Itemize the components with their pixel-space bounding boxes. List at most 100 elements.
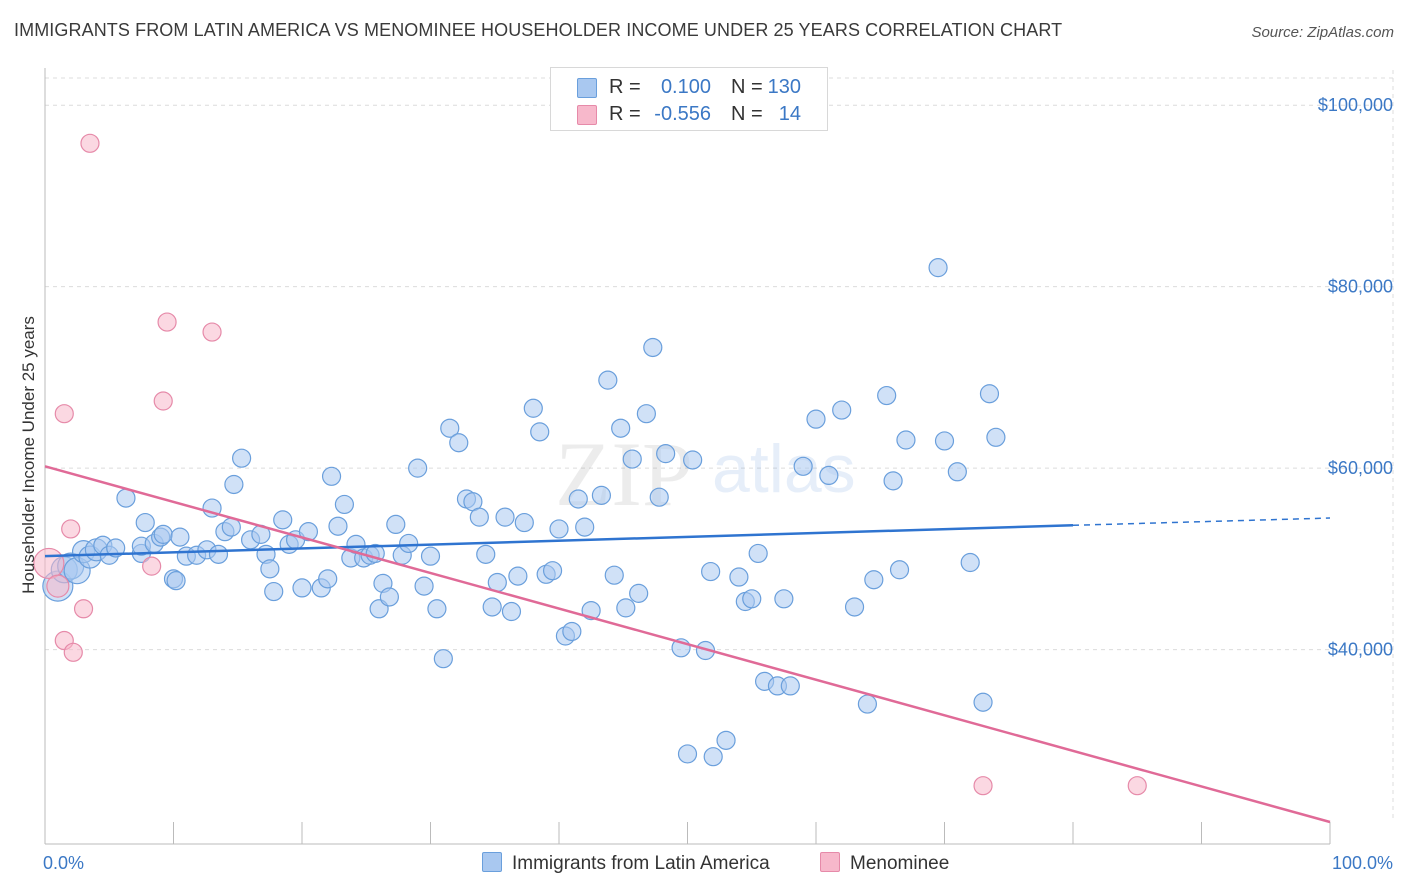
data-point-latin-america bbox=[973, 692, 993, 712]
data-point-latin-america bbox=[469, 507, 489, 527]
data-point-menominee bbox=[80, 133, 100, 153]
data-point-latin-america bbox=[476, 544, 496, 564]
x-tick-label-min: 0.0% bbox=[43, 853, 84, 873]
data-point-latin-america bbox=[677, 744, 698, 764]
data-point-latin-america bbox=[523, 398, 543, 418]
data-point-latin-america bbox=[611, 418, 631, 438]
data-point-latin-america bbox=[562, 621, 582, 642]
axes bbox=[44, 68, 1331, 845]
data-point-latin-america bbox=[116, 488, 136, 508]
legend-n-value: 14 bbox=[778, 103, 801, 125]
data-point-latin-america bbox=[591, 485, 612, 505]
series-legend: Immigrants from Latin America Menominee bbox=[0, 852, 1406, 878]
data-point-latin-america bbox=[604, 565, 624, 585]
legend-n-value: 130 bbox=[767, 76, 801, 98]
series-latin-america-points bbox=[42, 258, 1006, 767]
data-point-latin-america bbox=[440, 418, 460, 438]
data-point-menominee bbox=[46, 574, 70, 598]
y-tick-label: $60,000 bbox=[1328, 458, 1393, 478]
data-point-latin-america bbox=[292, 578, 312, 598]
data-point-latin-america bbox=[703, 747, 723, 767]
legend-item-menominee: Menominee bbox=[820, 852, 949, 875]
data-point-latin-america bbox=[575, 517, 595, 537]
data-point-latin-america bbox=[420, 546, 441, 566]
data-point-latin-america bbox=[514, 512, 534, 533]
data-point-latin-america bbox=[321, 466, 342, 486]
grid-lines bbox=[45, 70, 1394, 822]
data-point-latin-america bbox=[616, 598, 636, 618]
trend-line-latin-america bbox=[44, 524, 1074, 558]
data-point-latin-america bbox=[716, 730, 736, 750]
data-point-latin-america bbox=[135, 512, 155, 533]
data-point-latin-america bbox=[774, 589, 794, 609]
data-point-latin-america bbox=[568, 489, 588, 509]
data-point-latin-america bbox=[414, 576, 434, 596]
watermark-zip: ZIP bbox=[555, 423, 693, 525]
legend-swatch-blue bbox=[577, 78, 597, 98]
series-menominee-points bbox=[33, 133, 1147, 796]
data-point-latin-america bbox=[729, 567, 749, 587]
data-point-latin-america bbox=[232, 448, 252, 468]
data-point-latin-america bbox=[298, 522, 319, 542]
data-point-latin-america bbox=[508, 566, 528, 586]
data-point-latin-america bbox=[934, 431, 955, 451]
legend-item-latin-america: Immigrants from Latin America bbox=[482, 852, 770, 875]
data-point-latin-america bbox=[832, 400, 852, 420]
data-point-latin-america bbox=[501, 601, 522, 622]
y-axis-label: Householder Income Under 25 years bbox=[19, 316, 38, 594]
data-point-latin-america bbox=[947, 462, 967, 482]
legend-r-value: 0.100 bbox=[660, 76, 711, 98]
data-point-latin-america bbox=[629, 583, 649, 603]
data-point-menominee bbox=[61, 519, 81, 539]
data-point-latin-america bbox=[386, 514, 406, 535]
data-point-latin-america bbox=[683, 450, 703, 470]
data-point-latin-america bbox=[273, 510, 293, 530]
legend-r-label: R = bbox=[609, 76, 641, 98]
data-point-latin-america bbox=[549, 519, 569, 539]
data-point-latin-america bbox=[208, 544, 229, 564]
data-point-menominee bbox=[63, 642, 83, 662]
trend-line-menominee bbox=[44, 465, 1331, 824]
data-point-latin-america bbox=[379, 587, 399, 607]
data-point-latin-america bbox=[482, 597, 502, 617]
data-point-latin-america bbox=[643, 337, 663, 358]
watermark: ZIP atlas bbox=[555, 423, 856, 525]
trend-lines bbox=[44, 465, 1331, 824]
correlation-legend: R = 0.100 N = 130 R = -0.556 N = 14 bbox=[550, 67, 828, 131]
data-point-latin-america bbox=[153, 524, 173, 544]
chart-title: IMMIGRANTS FROM LATIN AMERICA VS MENOMIN… bbox=[14, 20, 1063, 40]
data-point-latin-america bbox=[636, 404, 656, 424]
data-point-latin-america bbox=[844, 597, 865, 617]
data-point-latin-america bbox=[495, 507, 515, 527]
data-point-latin-america bbox=[857, 694, 878, 714]
legend-label-latin-america: Immigrants from Latin America bbox=[512, 853, 770, 874]
data-point-latin-america bbox=[224, 474, 244, 495]
legend-n-label: N = bbox=[731, 76, 763, 98]
data-point-menominee bbox=[153, 391, 173, 411]
data-point-menominee bbox=[202, 322, 222, 342]
legend-row-blue: R = 0.100 N = 130 bbox=[551, 74, 827, 100]
data-point-latin-america bbox=[701, 561, 721, 582]
data-point-latin-america bbox=[889, 560, 910, 580]
data-point-latin-america bbox=[622, 449, 642, 469]
data-point-latin-america bbox=[986, 427, 1006, 447]
data-point-latin-america bbox=[864, 570, 884, 590]
source-label: Source: ZipAtlas.com bbox=[1251, 24, 1394, 41]
data-point-latin-america bbox=[166, 571, 186, 591]
legend-r-value: -0.556 bbox=[654, 103, 711, 125]
data-point-latin-america bbox=[318, 569, 338, 589]
data-point-latin-america bbox=[106, 538, 126, 558]
data-point-latin-america bbox=[649, 487, 669, 507]
legend-label-menominee: Menominee bbox=[850, 853, 950, 874]
data-point-latin-america bbox=[542, 561, 563, 581]
data-point-menominee bbox=[54, 404, 74, 424]
data-point-menominee bbox=[142, 556, 162, 576]
data-point-menominee bbox=[973, 776, 993, 796]
y-tick-labels: $40,000 $60,000 $80,000 $100,000 bbox=[1318, 95, 1393, 659]
data-point-menominee bbox=[73, 599, 94, 619]
data-point-latin-america bbox=[408, 458, 428, 478]
data-point-latin-america bbox=[748, 543, 768, 564]
data-point-latin-america bbox=[264, 581, 284, 602]
y-tick-label: $100,000 bbox=[1318, 95, 1393, 115]
